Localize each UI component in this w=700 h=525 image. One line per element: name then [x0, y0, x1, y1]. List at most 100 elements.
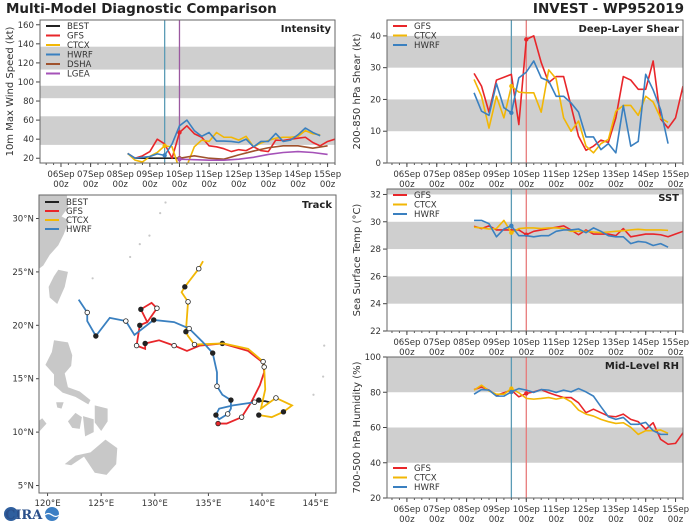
legend-label: CTCX: [414, 32, 437, 42]
legend-label: CTCX: [414, 201, 437, 211]
x-tick-label: 07Sep: [423, 170, 450, 180]
x-tick-label-hour: 00z: [548, 348, 564, 358]
track-marker-filled: [182, 284, 188, 290]
x-tick-label: 09Sep: [136, 170, 163, 180]
track-marker-filled: [137, 322, 143, 329]
x-tick-label: 08Sep: [453, 505, 480, 515]
series-line-hwrf: [127, 119, 321, 160]
y-tick-label: 5°N: [18, 482, 34, 492]
track-marker-filled: [228, 397, 234, 403]
x-tick-label-hour: 00z: [578, 515, 594, 525]
panel-title: SST: [658, 193, 679, 204]
series-group: [127, 119, 335, 163]
x-tick-label-hour: 00z: [668, 348, 684, 358]
island: [312, 393, 315, 396]
x-tick-label: 07Sep: [77, 170, 104, 180]
plot-frame: [386, 188, 684, 332]
y-tick-label: 140: [18, 40, 34, 50]
legend-label: BEST: [66, 198, 89, 208]
legend-label: CTCX: [66, 216, 89, 226]
legend-label: GFS: [414, 191, 431, 201]
x-tick-label: 145°E: [303, 499, 329, 509]
y-axis-label: 200-850 hPa Shear (kt): [352, 33, 363, 149]
x-tick-label: 07Sep: [423, 338, 450, 348]
x-tick-label: 10Sep: [513, 338, 540, 348]
x-tick-label-hour: 00z: [608, 515, 624, 525]
x-tick-label-hour: 00z: [399, 348, 415, 358]
y-tick-label: 80: [23, 97, 34, 107]
island: [129, 255, 132, 259]
x-tick-label: 13Sep: [255, 170, 282, 180]
track-marker-open: [260, 358, 266, 365]
plot-frame: [39, 19, 336, 164]
legend-label: BEST: [67, 22, 90, 32]
x-tick-label: 08Sep: [107, 170, 134, 180]
y-tick-label: 20°N: [12, 321, 34, 331]
y-tick-label: 60: [370, 424, 381, 434]
x-tick-label-hour: 00z: [668, 180, 684, 190]
track-marker-filled: [142, 340, 148, 347]
x-tick-label-hour: 00z: [83, 180, 99, 190]
x-tick-label: 14Sep: [632, 170, 659, 180]
plot-background: [387, 189, 683, 331]
x-tick-label: 14Sep: [284, 170, 311, 180]
y-tick-label: 26: [370, 272, 381, 282]
y-tick-label: 30: [370, 64, 381, 74]
x-tick-label: 13Sep: [602, 170, 629, 180]
series-point-gfs: [177, 130, 182, 135]
y-tick-label: 28: [370, 245, 381, 255]
x-tick-label-hour: 00z: [320, 180, 336, 190]
track-marker-open: [133, 342, 140, 349]
track-line-ctcx: [180, 260, 294, 419]
x-tick-label-hour: 00z: [519, 515, 535, 525]
x-tick-label: 15Sep: [662, 338, 689, 348]
panel-title: Deep-Layer Shear: [579, 24, 680, 35]
legend-label: GFS: [67, 32, 84, 42]
series-point-ctcx: [509, 83, 514, 89]
x-tick-label: 11Sep: [543, 170, 570, 180]
track-marker-open: [238, 414, 245, 420]
tracks: [77, 260, 294, 427]
x-tick-label-hour: 00z: [489, 515, 505, 525]
x-tick-label: 06Sep: [393, 505, 420, 515]
x-tick-label-hour: 00z: [638, 348, 654, 358]
x-tick-label: 08Sep: [453, 338, 480, 348]
track-marker-open: [123, 318, 129, 324]
shaded-band: [387, 276, 683, 304]
x-tick-label-hour: 00z: [578, 180, 594, 190]
track-marker-filled: [138, 306, 144, 312]
track-marker-open: [84, 309, 90, 316]
legend-label: HWRF: [414, 483, 440, 493]
track-marker-open: [191, 341, 198, 348]
x-tick-label-hour: 00z: [113, 180, 129, 190]
y-tick-label: 0: [376, 159, 381, 169]
x-tick-label: 12Sep: [572, 170, 599, 180]
landmass: [39, 195, 70, 269]
x-tick-label: 11Sep: [543, 338, 570, 348]
y-tick-label: 30: [370, 218, 381, 228]
track-marker-filled: [183, 329, 189, 335]
land: [39, 195, 326, 475]
track-marker-filled: [215, 420, 221, 427]
y-tick-label: 100: [365, 353, 381, 363]
x-tick-label-hour: 00z: [608, 180, 624, 190]
x-tick-label: 10Sep: [513, 170, 540, 180]
y-axis-label: 10m Max Wind Speed (kt): [5, 26, 16, 156]
landmass: [48, 269, 68, 304]
legend-label: CTCX: [414, 474, 437, 484]
track-marker-open: [261, 364, 267, 370]
x-tick-label: 135°E: [195, 499, 221, 509]
x-tick-label: 15Sep: [314, 170, 341, 180]
x-tick-label: 130°E: [142, 499, 168, 509]
track-marker-open: [196, 265, 202, 272]
series-group: [473, 219, 683, 248]
y-tick-label: 30°N: [12, 214, 34, 224]
y-tick-label: 60: [23, 116, 34, 126]
x-tick-label: 140°E: [249, 499, 275, 509]
x-tick-label-hour: 00z: [429, 180, 445, 190]
x-tick-label: 12Sep: [572, 505, 599, 515]
